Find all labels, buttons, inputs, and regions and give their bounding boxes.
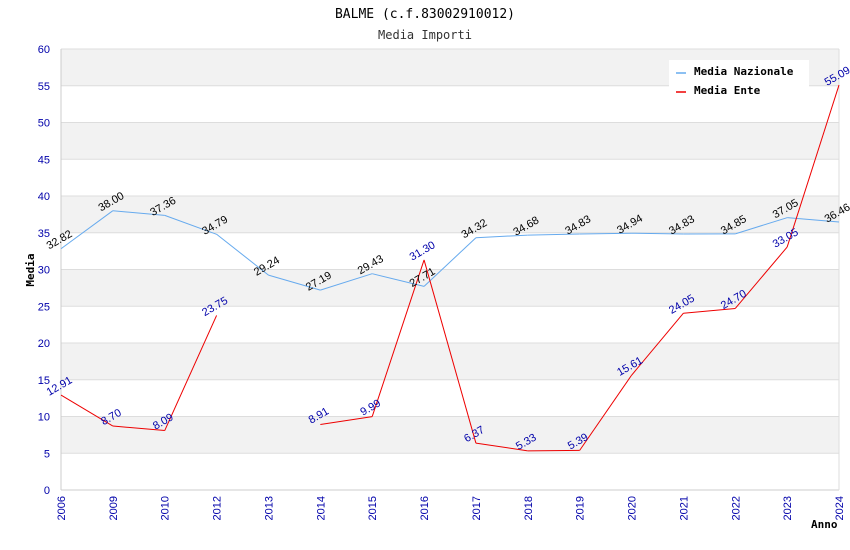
y-tick-label: 55 [38, 81, 50, 93]
line-segment-ente [164, 315, 218, 431]
legend: Media Nazionale Media Ente [669, 60, 809, 97]
y-tick-label: 30 [38, 265, 50, 277]
x-tick-label: 2009 [108, 496, 120, 520]
x-tick-label: 2018 [523, 496, 535, 520]
line-segment-nazionale [579, 232, 632, 235]
line-segment-ente [423, 259, 477, 444]
plot-band [61, 379, 839, 417]
line-segment-ente [320, 416, 373, 426]
y-tick-label: 5 [44, 448, 50, 460]
line-segment-ente [371, 259, 425, 417]
x-tick-label: 2014 [315, 496, 327, 520]
line-segment-nazionale [164, 214, 217, 235]
x-tick-label: 2021 [678, 496, 690, 520]
x-tick-label: 2017 [471, 496, 483, 520]
x-tick-label: 2006 [56, 496, 68, 520]
y-axis-label: Media [24, 253, 37, 286]
y-axis-ticks: 0 5 10 15 20 25 30 35 40 45 50 55 60 [38, 44, 50, 497]
line-segment-nazionale [527, 233, 580, 236]
line-segment-nazionale [268, 274, 321, 291]
line-segment-ente [734, 246, 788, 309]
x-tick-label: 2023 [782, 496, 794, 520]
x-tick-label: 2024 [834, 496, 846, 520]
line-segment-nazionale [320, 273, 373, 291]
y-tick-label: 45 [38, 154, 50, 166]
series-lines [60, 84, 840, 452]
x-tick-label: 2016 [419, 496, 431, 520]
chart-title: BALME (c.f.83002910012) [335, 7, 515, 22]
line-segment-ente [683, 307, 736, 314]
line-segment-nazionale [60, 210, 114, 250]
chart-subtitle: Media Importi [378, 28, 472, 42]
plot-band [61, 232, 839, 270]
line-segment-nazionale [631, 232, 684, 235]
line-segment-nazionale [216, 233, 269, 276]
legend-label-nazionale: Media Nazionale [694, 65, 794, 78]
plot-band [61, 343, 839, 380]
plot-band [61, 85, 839, 123]
legend-box [669, 60, 809, 88]
x-tick-label: 2019 [575, 496, 587, 520]
line-segment-ente [112, 425, 165, 432]
x-tick-label: 2013 [263, 496, 275, 520]
y-tick-label: 35 [38, 228, 50, 240]
x-tick-label: 2020 [627, 496, 639, 520]
legend-label-ente: Media Ente [694, 84, 761, 97]
y-tick-label: 25 [38, 301, 50, 313]
y-tick-label: 20 [38, 338, 50, 350]
plot-background [61, 49, 839, 490]
x-axis-label: Anno [811, 518, 838, 531]
line-segment-nazionale [372, 273, 425, 287]
y-tick-label: 10 [38, 412, 50, 424]
y-tick-label: 60 [38, 44, 50, 56]
plot-band [61, 159, 839, 196]
line-segment-nazionale [475, 234, 528, 239]
line-segment-ente [631, 312, 684, 376]
line-segment-ente [475, 442, 528, 452]
y-tick-label: 50 [38, 118, 50, 130]
line-segment-nazionale [112, 210, 165, 216]
plot-band [61, 453, 839, 490]
line-segment-ente [786, 84, 840, 248]
plot-band [61, 269, 839, 307]
plot-band [61, 122, 839, 160]
x-tick-label: 2012 [212, 496, 224, 520]
line-segment-ente [60, 394, 114, 427]
line-segment-nazionale [787, 217, 840, 223]
plot-band [61, 416, 839, 454]
plot-band [61, 196, 839, 233]
plot-band [61, 306, 839, 343]
y-tick-label: 0 [44, 485, 50, 497]
x-tick-label: 2015 [367, 496, 379, 520]
x-axis-ticks: 2006 2009 2010 2012 2013 2014 2015 2016 2017 2018… [56, 496, 846, 520]
y-tick-label: 15 [38, 375, 50, 387]
x-tick-label: 2022 [730, 496, 742, 520]
x-tick-label: 2010 [160, 496, 172, 520]
line-segment-ente [579, 374, 632, 451]
y-tick-label: 40 [38, 191, 50, 203]
axes [60, 49, 840, 491]
line-segment-nazionale [735, 217, 788, 235]
line-segment-nazionale [423, 237, 477, 287]
